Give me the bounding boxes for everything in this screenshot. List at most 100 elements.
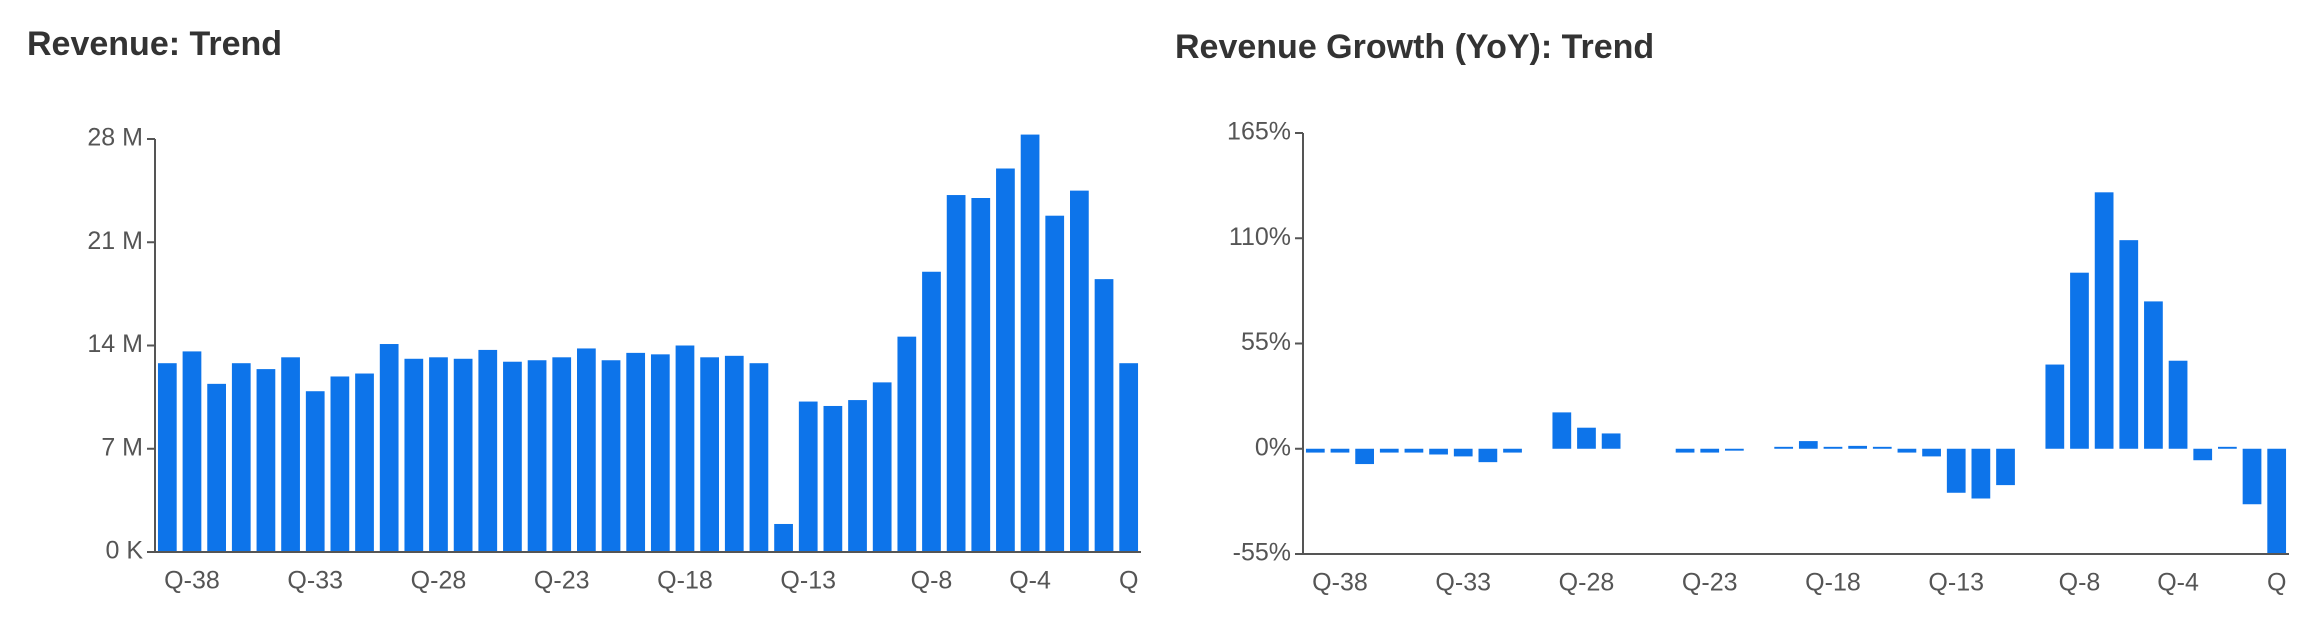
x-tick-label: Q-4	[1009, 567, 1051, 595]
y-tick-label: 21 M	[87, 227, 143, 255]
bar	[1700, 448, 1720, 453]
bar	[1601, 433, 1621, 449]
bar	[1094, 279, 1114, 552]
bar	[2242, 448, 2262, 505]
bar	[1823, 446, 1843, 449]
x-tick-label: Q-23	[1682, 569, 1738, 597]
bar	[1453, 448, 1473, 457]
x-tick-label: Q-38	[1312, 569, 1368, 597]
bar	[848, 400, 867, 552]
bar	[675, 345, 695, 552]
bar	[355, 373, 374, 552]
bar	[897, 336, 917, 552]
x-tick-label: Q-18	[1805, 569, 1861, 597]
bar	[1971, 448, 1991, 499]
x-tick-label: Q-28	[1559, 569, 1615, 597]
bar	[798, 401, 818, 552]
bar	[823, 405, 843, 552]
y-tick-label: 55%	[1241, 328, 1291, 356]
bar	[1503, 448, 1522, 453]
bar	[1798, 441, 1818, 449]
x-tick-label: Q-23	[534, 567, 590, 595]
bar	[2168, 360, 2188, 449]
bar	[774, 523, 793, 552]
bar	[996, 168, 1015, 552]
y-tick-label: 110%	[1229, 223, 1291, 251]
y-tick-label: 0%	[1255, 433, 1291, 461]
bar	[650, 354, 670, 552]
bar	[2267, 448, 2287, 554]
bar	[1577, 427, 1596, 449]
x-tick-label: Q	[2267, 569, 2286, 597]
bar	[207, 383, 226, 552]
bar	[453, 358, 473, 552]
x-tick-label: Q-13	[780, 567, 836, 595]
bar	[724, 355, 744, 552]
bar	[305, 391, 325, 552]
bar	[1478, 448, 1498, 463]
bar	[2144, 301, 2163, 449]
y-tick-label: 7 M	[101, 433, 143, 461]
bar	[404, 358, 424, 552]
bar	[330, 376, 350, 552]
bar	[1305, 448, 1325, 453]
x-tick-label: Q	[1119, 567, 1138, 595]
x-tick-label: Q-33	[287, 567, 343, 595]
bar	[1922, 448, 1941, 457]
y-tick-label: 14 M	[87, 330, 143, 358]
bar	[2094, 192, 2114, 449]
bar	[503, 361, 522, 552]
chart-title: Revenue: Trend	[27, 25, 282, 63]
bar	[1897, 448, 1917, 453]
bar	[2119, 240, 2139, 449]
chart-title: Revenue Growth (YoY): Trend	[1175, 28, 1654, 66]
x-tick-label: Q-8	[2059, 569, 2101, 597]
bar	[478, 349, 498, 552]
x-tick-label: Q-33	[1435, 569, 1491, 597]
bar	[1725, 448, 1744, 451]
bar	[1404, 448, 1424, 453]
bar	[601, 360, 621, 552]
bar	[429, 357, 448, 552]
bar	[552, 357, 572, 552]
bar	[1379, 448, 1399, 453]
bar	[1429, 448, 1448, 455]
x-tick-label: Q-38	[164, 567, 220, 595]
bar	[1045, 215, 1065, 552]
bar	[2045, 364, 2065, 449]
bar	[1070, 190, 1089, 552]
bar	[1552, 412, 1572, 449]
bar	[1675, 448, 1695, 453]
y-tick-label: 0 K	[105, 537, 143, 565]
bar	[2070, 272, 2089, 449]
bar	[1355, 448, 1374, 465]
bar	[749, 363, 769, 552]
bar	[379, 344, 399, 552]
bar	[1872, 446, 1892, 449]
bar	[946, 195, 966, 553]
bar	[157, 363, 177, 552]
bar	[922, 271, 941, 552]
x-tick-label: Q-8	[911, 567, 953, 595]
bar	[700, 357, 719, 552]
bar	[577, 348, 596, 552]
y-tick-label: 28 M	[87, 124, 143, 152]
bar	[2193, 448, 2213, 461]
bar	[182, 351, 202, 552]
bar	[1119, 363, 1139, 552]
bar	[1996, 448, 2015, 486]
bar	[1774, 446, 1794, 449]
bar	[1848, 445, 1867, 449]
x-tick-label: Q-4	[2157, 569, 2199, 597]
x-tick-label: Q-13	[1928, 569, 1984, 597]
y-tick-label: -55%	[1233, 539, 1291, 567]
x-tick-label: Q-18	[657, 567, 713, 595]
bar	[626, 352, 646, 552]
bar	[2218, 446, 2237, 449]
bar	[281, 357, 300, 552]
bar	[1330, 448, 1350, 453]
x-tick-label: Q-28	[411, 567, 467, 595]
bar	[872, 382, 892, 552]
bar	[256, 369, 276, 552]
